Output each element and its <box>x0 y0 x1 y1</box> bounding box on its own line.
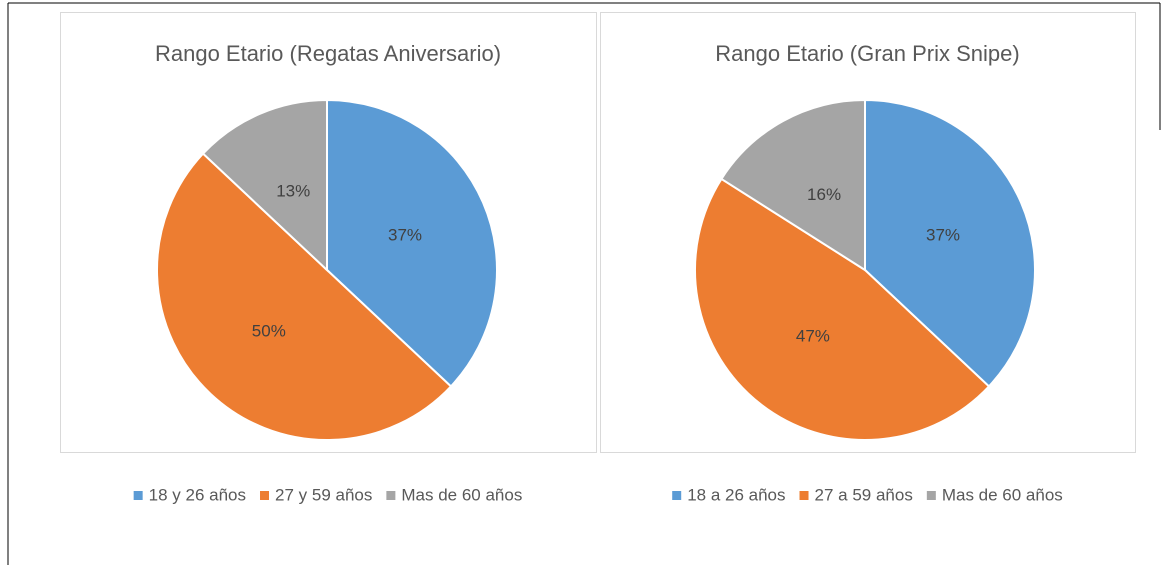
data-label: 47% <box>796 327 830 346</box>
pie-slice <box>156 152 453 441</box>
data-label: 50% <box>252 321 286 340</box>
legend-swatch <box>133 491 143 500</box>
chart-title: Rango Etario (Regatas Aniversario) <box>155 41 501 66</box>
legend-label: Mas de 60 años <box>401 485 522 504</box>
legend-swatch <box>386 491 396 500</box>
legend-label: 27 a 59 años <box>815 485 913 504</box>
pie-slice <box>201 98 328 273</box>
pie-slice <box>693 177 991 442</box>
legend-swatch <box>926 491 936 500</box>
legend-swatch <box>672 491 682 500</box>
legend-label: 18 y 26 años <box>149 485 246 504</box>
legend-label: 18 a 26 años <box>687 485 785 504</box>
pie-slice <box>326 98 498 388</box>
pie-slice <box>864 98 1036 388</box>
legend-swatch <box>260 491 270 500</box>
legend-label: 27 y 59 años <box>275 485 372 504</box>
data-label: 37% <box>388 226 422 245</box>
pie-slice <box>720 98 866 272</box>
legend-swatch <box>799 491 809 500</box>
legend-label: Mas de 60 años <box>942 485 1063 504</box>
chart-title: Rango Etario (Gran Prix Snipe) <box>715 41 1019 66</box>
data-label: 16% <box>807 185 841 204</box>
data-label: 13% <box>276 181 310 200</box>
data-label: 37% <box>926 226 960 245</box>
